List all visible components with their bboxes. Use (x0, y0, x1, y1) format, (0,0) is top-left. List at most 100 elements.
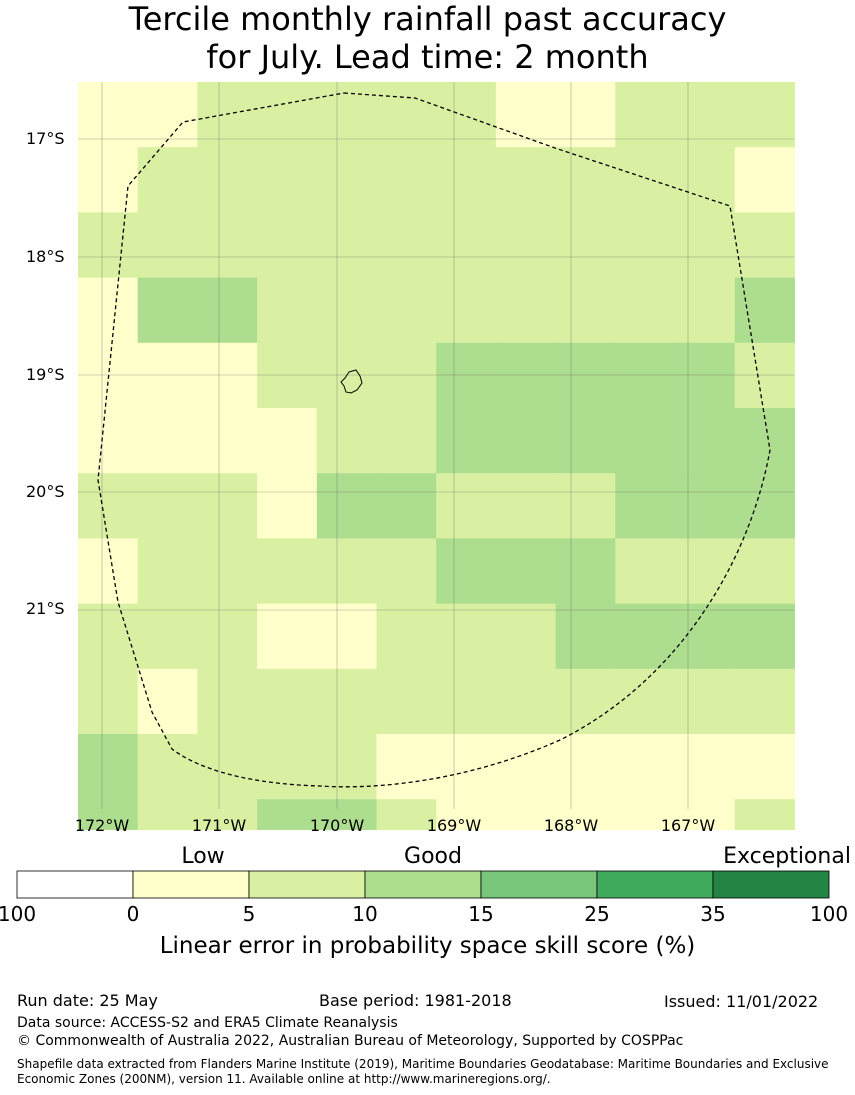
grid-cell (316, 408, 378, 474)
grid-cell (436, 212, 497, 279)
grid-cell (436, 668, 497, 735)
colorbar-segment (712, 870, 830, 899)
grid-cell (376, 277, 437, 344)
colorbar-tick-3: 10 (352, 902, 378, 926)
grid-cell (78, 668, 139, 735)
grid-cell (137, 342, 198, 409)
grid-cell (137, 603, 198, 670)
grid-cell (555, 603, 616, 670)
grid-cell (197, 342, 258, 409)
grid-cell (137, 538, 198, 605)
grid-cell (675, 212, 736, 279)
grid-cell (197, 277, 258, 344)
grid-cell (734, 277, 795, 344)
colorbar-tick-7: 100 (809, 902, 849, 926)
grid-cell (78, 147, 139, 213)
grid-cell (615, 408, 676, 474)
grid-cell (257, 277, 318, 344)
grid-cell (257, 212, 318, 279)
grid-cell (555, 277, 616, 344)
grid-cell (495, 799, 557, 830)
grid-cell (257, 147, 318, 213)
grid-cell (137, 147, 198, 213)
grid-cell (257, 603, 318, 670)
grid-cell (675, 342, 736, 409)
grid-cell (137, 734, 198, 800)
grid-cell (78, 82, 139, 148)
title-line-1: Tercile monthly rainfall past accuracy (128, 0, 727, 38)
grid-cell (495, 603, 557, 670)
grid-cell (555, 734, 616, 800)
grid-cell (555, 147, 616, 213)
issued-date: Issued: 11/01/2022 (664, 992, 819, 1011)
grid-cell (734, 799, 795, 830)
colorbar-segment (16, 870, 134, 899)
grid-cell (137, 668, 198, 735)
grid-cell (675, 408, 736, 474)
colorbar-segment (480, 870, 598, 899)
grid-cell (495, 538, 557, 605)
grid-cell (436, 603, 497, 670)
lat-label-21s: 21°S (26, 599, 65, 618)
grid-cell (436, 734, 497, 800)
shapefile-credit: Shapefile data extracted from Flanders M… (17, 1057, 829, 1086)
grid-cell (675, 734, 736, 800)
colorbar-title: Linear error in probability space skill … (159, 933, 696, 959)
grid-cell (675, 473, 736, 539)
grid-cell (615, 82, 676, 148)
grid-cell (436, 473, 497, 539)
grid-cell (257, 408, 318, 474)
run-date: Run date: 25 May (17, 991, 158, 1010)
lon-label-170w: 170°W (309, 816, 365, 835)
colorbar-tick-4: 15 (468, 902, 494, 926)
grid-cell (734, 603, 795, 670)
grid-cell (197, 668, 258, 735)
grid-cell (615, 473, 676, 539)
lon-label-169w: 169°W (426, 816, 482, 835)
colorbar-tick-6: 35 (700, 902, 726, 926)
grid-cell (495, 473, 557, 539)
grid-cell (555, 668, 616, 735)
grid-cell (436, 147, 497, 213)
grid-cell (495, 668, 557, 735)
grid-cell (436, 82, 497, 148)
grid-cells (78, 82, 795, 830)
grid-cell (675, 82, 736, 148)
grid-cell (316, 147, 378, 213)
grid-cell (137, 277, 198, 344)
grid-cell (78, 277, 139, 344)
category-good: Good (404, 844, 462, 869)
base-period: Base period: 1981-2018 (319, 991, 512, 1010)
grid-cell (78, 212, 139, 279)
grid-cell (137, 799, 198, 830)
colorbar-segment (364, 870, 482, 899)
grid-cell (197, 538, 258, 605)
grid-cell (555, 473, 616, 539)
grid-cell (675, 799, 736, 830)
data-source: Data source: ACCESS-S2 and ERA5 Climate … (17, 1015, 398, 1031)
grid-cell (615, 799, 676, 830)
lat-label-19s: 19°S (26, 365, 65, 384)
grid-cell (316, 668, 378, 735)
grid-cell (495, 277, 557, 344)
colorbar-segment (596, 870, 714, 899)
grid-cell (376, 603, 437, 670)
colorbar-tick-0: 100 (0, 902, 37, 926)
grid-cell (316, 212, 378, 279)
colorbar-segment (132, 870, 250, 899)
grid-cell (197, 603, 258, 670)
grid-cell (78, 538, 139, 605)
grid-cell (675, 668, 736, 735)
grid-cell (137, 82, 198, 148)
grid-cell (376, 147, 437, 213)
grid-cell (197, 799, 258, 830)
grid-cell (555, 212, 616, 279)
grid-cell (376, 668, 437, 735)
category-low: Low (181, 844, 225, 869)
grid-cell (316, 473, 378, 539)
grid-cell (555, 799, 616, 830)
grid-cell (137, 408, 198, 474)
grid-cell (495, 342, 557, 409)
grid-cell (257, 473, 318, 539)
grid-cell (197, 473, 258, 539)
